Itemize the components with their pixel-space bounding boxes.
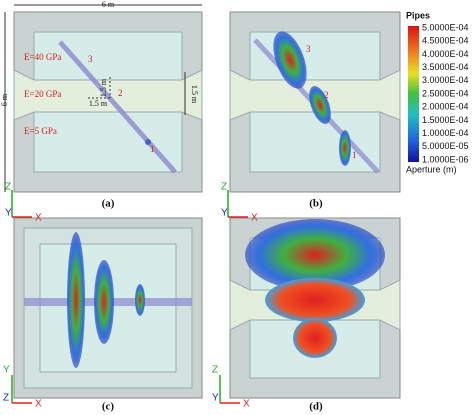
layer-label: E=40 GPa [24,52,61,62]
axis-label: Y [212,393,219,404]
legend-tick-label: 4.5000E-04 [422,36,469,46]
axis-label: Z [212,365,218,376]
axis-label: Z [5,182,11,193]
height-label: 6 m [0,93,9,106]
panel-label: (a) [102,198,115,210]
legend-tick-label: 5.0000E-05 [422,141,469,151]
axis-label: X [35,213,42,224]
panel-b: 3 2 1 [229,11,401,193]
dim-label: 1.5 m [190,85,199,104]
axis-label: Y [221,208,228,219]
legend-tick-label: 2.0000E-04 [422,102,469,112]
colorbar [408,26,419,162]
panel-label: (d) [309,401,323,413]
dim-label: 1.5 m [89,99,108,108]
panel-label: (c) [102,401,115,413]
legend-tick-label: 1.0000E-06 [422,154,469,164]
axis-triads [11,190,248,404]
point-label: 1 [352,150,357,160]
axis-label: Z [3,393,9,404]
point-label: 1 [150,144,155,154]
point-label: 3 [306,44,311,54]
panel-label: (b) [309,198,323,210]
axis-label: Z [221,182,227,193]
axis-label: X [251,213,258,224]
layer-label: E=20 GPa [24,89,61,99]
dim-label: 1.5 m [99,78,108,97]
legend-tick-label: 1.0000E-04 [422,128,469,138]
legend-tick-label: 3.0000E-04 [422,75,469,85]
legend-tick-label: 1.5000E-04 [422,115,469,125]
legend: Pipes Aperture (m) 5.0000E-04 4.5000E-04 4… [406,10,469,174]
legend-tick-label: 4.0000E-04 [422,49,469,59]
legend-tick-label: 2.5000E-04 [422,88,469,98]
point-label: 2 [324,90,329,100]
axis-label: Y [5,208,12,219]
panel-c [13,217,203,399]
layer-label: E=5 GPa [24,126,57,136]
legend-tick-label: 3.5000E-04 [422,62,469,72]
point-label: 2 [118,88,123,98]
axis-label: X [243,399,250,410]
point-label: 3 [88,54,93,64]
axis-label: Y [3,365,10,376]
legend-tick-label: 5.0000E-04 [422,22,469,32]
axis-label: X [35,399,42,410]
legend-axis-label: Aperture (m) [406,164,457,174]
panel-d [229,217,401,399]
legend-title: Pipes [406,10,430,20]
panel-a: 6 m 6 m E=40 GPa E=20 GPa E=5 GPa 1.5 m … [0,0,203,193]
width-label: 6 m [102,0,115,9]
